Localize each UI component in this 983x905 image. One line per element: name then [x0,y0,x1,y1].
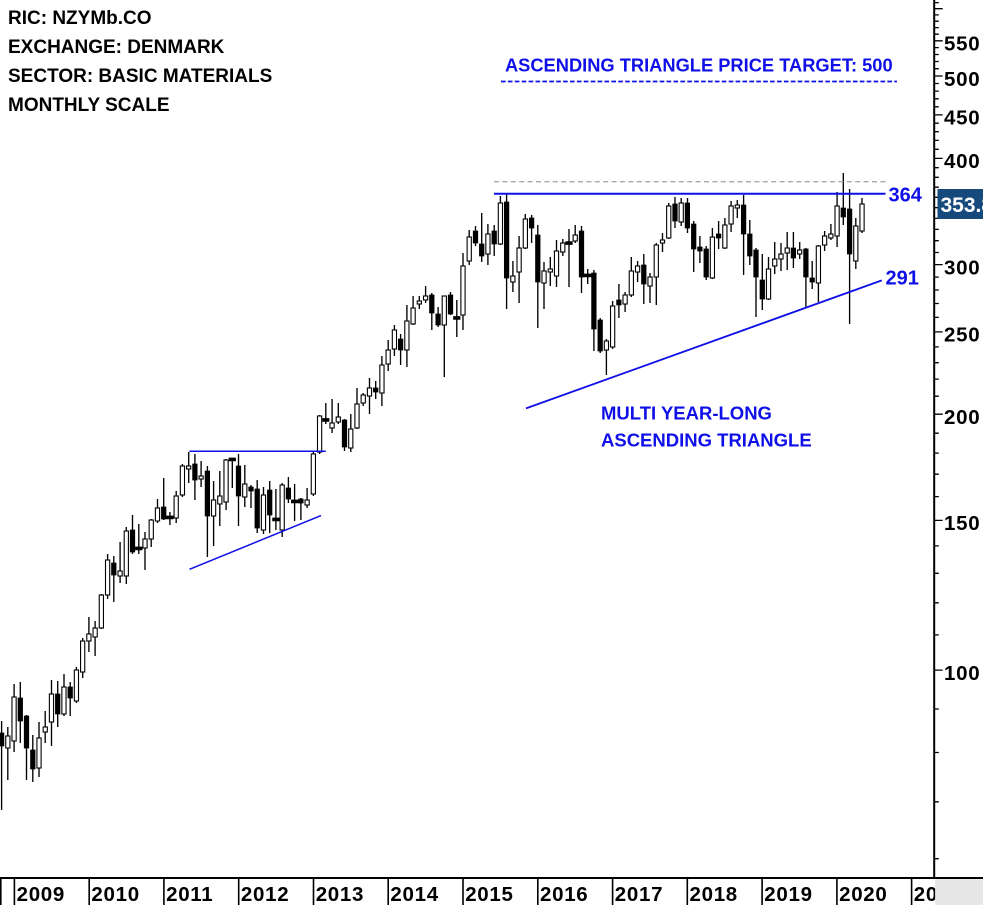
svg-text:RIC: NZYMb.CO: RIC: NZYMb.CO [8,8,152,29]
svg-text:550: 550 [944,33,980,56]
svg-text:ASCENDING TRIANGLE: ASCENDING TRIANGLE [601,430,812,451]
svg-text:450: 450 [944,107,980,130]
svg-text:2013: 2013 [316,883,364,905]
svg-text:ASCENDING TRIANGLE PRICE TARGE: ASCENDING TRIANGLE PRICE TARGET: 500 [505,55,893,76]
svg-text:2014: 2014 [390,883,438,905]
svg-text:2009: 2009 [17,883,65,905]
svg-text:2019: 2019 [764,883,812,905]
svg-text:2017: 2017 [615,883,663,905]
svg-text:2020: 2020 [839,883,887,905]
svg-text:MULTI YEAR-LONG: MULTI YEAR-LONG [601,403,772,424]
svg-text:2012: 2012 [241,883,289,905]
svg-text:2015: 2015 [465,883,513,905]
svg-text:291: 291 [886,268,919,290]
svg-text:150: 150 [944,512,980,535]
svg-text:2018: 2018 [690,883,738,905]
svg-text:353.8: 353.8 [941,194,983,217]
svg-text:2016: 2016 [540,883,588,905]
svg-text:MONTHLY SCALE: MONTHLY SCALE [8,95,170,116]
svg-text:500: 500 [944,68,980,91]
svg-text:300: 300 [944,256,980,279]
svg-text:200: 200 [944,406,980,429]
svg-text:100: 100 [944,662,980,685]
svg-text:250: 250 [944,324,980,347]
svg-text:2011: 2011 [166,883,213,905]
svg-text:SECTOR: BASIC MATERIALS: SECTOR: BASIC MATERIALS [8,66,272,87]
svg-text:364: 364 [889,185,923,207]
svg-text:400: 400 [944,150,980,173]
svg-text:2010: 2010 [91,883,139,905]
svg-text:EXCHANGE: DENMARK: EXCHANGE: DENMARK [8,37,225,58]
